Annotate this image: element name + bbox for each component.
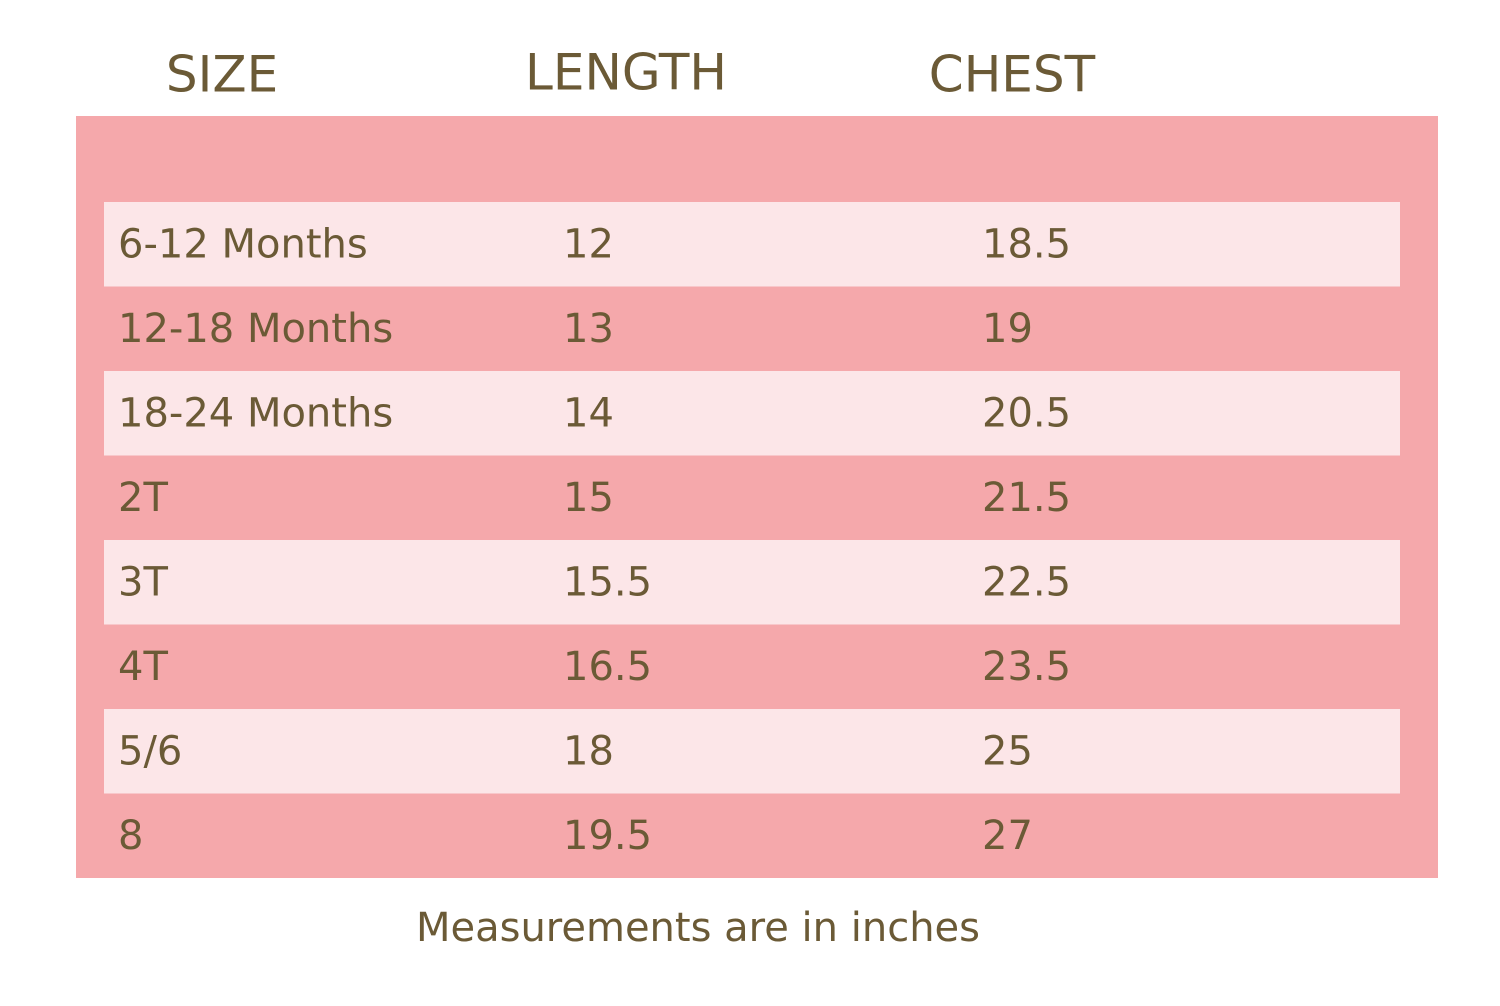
row-stripe xyxy=(104,202,1400,287)
table-cell: 15 xyxy=(563,475,614,521)
table-cell: 21.5 xyxy=(982,475,1071,521)
column-header: LENGTH xyxy=(525,44,727,102)
row-stripe xyxy=(104,371,1400,456)
table-cell: 12-18 Months xyxy=(118,306,393,352)
table-cell: 20.5 xyxy=(982,390,1071,436)
table-cell: 23.5 xyxy=(982,644,1071,690)
table-cell: 12 xyxy=(563,221,614,267)
table-cell: 6-12 Months xyxy=(118,221,368,267)
table-cell: 19.5 xyxy=(563,813,652,859)
table-cell: 13 xyxy=(563,306,614,352)
table-cell: 19 xyxy=(982,306,1033,352)
table-cell: 18 xyxy=(563,728,614,774)
footnote: Measurements are in inches xyxy=(416,905,980,951)
column-header: SIZE xyxy=(166,46,278,104)
table-cell: 18.5 xyxy=(982,221,1071,267)
row-stripe xyxy=(104,540,1400,625)
column-header: CHEST xyxy=(929,46,1096,104)
table-cell: 15.5 xyxy=(563,559,652,605)
table-cell: 22.5 xyxy=(982,559,1071,605)
table-cell: 18-24 Months xyxy=(118,390,393,436)
table-cell: 2T xyxy=(118,475,168,521)
table-cell: 25 xyxy=(982,728,1033,774)
row-stripe xyxy=(104,709,1400,794)
table-cell: 14 xyxy=(563,390,614,436)
table-cell: 16.5 xyxy=(563,644,652,690)
table-cell: 3T xyxy=(118,559,168,605)
table-cell: 5/6 xyxy=(118,728,182,774)
table-cell: 27 xyxy=(982,813,1033,859)
table-cell: 4T xyxy=(118,644,168,690)
table-cell: 8 xyxy=(118,813,143,859)
